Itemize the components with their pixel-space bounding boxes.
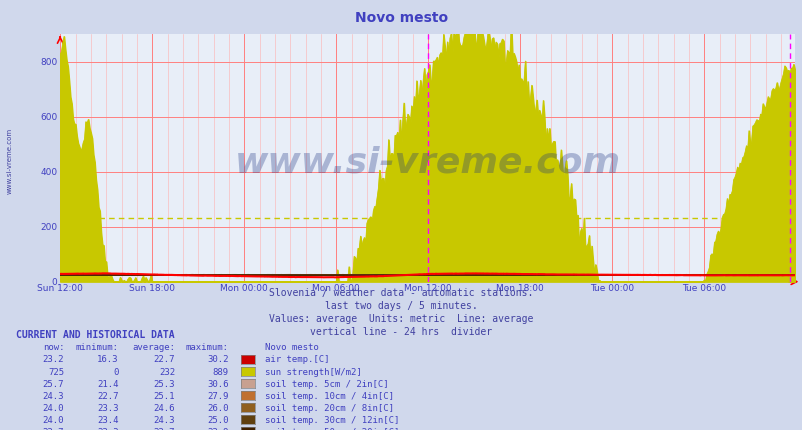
Text: 22.7: 22.7 <box>97 392 119 401</box>
Text: 24.3: 24.3 <box>153 416 175 425</box>
Text: www.si-vreme.com: www.si-vreme.com <box>6 128 13 194</box>
Text: 24.3: 24.3 <box>43 392 64 401</box>
Text: 16.3: 16.3 <box>97 356 119 365</box>
Text: 27.9: 27.9 <box>207 392 229 401</box>
Text: air temp.[C]: air temp.[C] <box>265 356 329 365</box>
Text: 24.6: 24.6 <box>153 404 175 413</box>
Text: sun strength[W/m2]: sun strength[W/m2] <box>265 368 361 377</box>
Text: 889: 889 <box>213 368 229 377</box>
Text: maximum:: maximum: <box>185 344 229 353</box>
Text: vertical line - 24 hrs  divider: vertical line - 24 hrs divider <box>310 327 492 337</box>
Text: 25.1: 25.1 <box>153 392 175 401</box>
Text: 23.9: 23.9 <box>207 428 229 430</box>
Text: 23.4: 23.4 <box>97 416 119 425</box>
Text: 23.3: 23.3 <box>97 428 119 430</box>
Text: 23.2: 23.2 <box>43 356 64 365</box>
Text: 0: 0 <box>113 368 119 377</box>
Text: 30.6: 30.6 <box>207 380 229 389</box>
Text: soil temp. 5cm / 2in[C]: soil temp. 5cm / 2in[C] <box>265 380 388 389</box>
Text: 232: 232 <box>159 368 175 377</box>
Text: CURRENT AND HISTORICAL DATA: CURRENT AND HISTORICAL DATA <box>16 329 175 340</box>
Text: soil temp. 30cm / 12in[C]: soil temp. 30cm / 12in[C] <box>265 416 399 425</box>
Text: 24.0: 24.0 <box>43 404 64 413</box>
Text: now:: now: <box>43 344 64 353</box>
Text: 23.3: 23.3 <box>97 404 119 413</box>
Text: soil temp. 50cm / 20in[C]: soil temp. 50cm / 20in[C] <box>265 428 399 430</box>
Text: 26.0: 26.0 <box>207 404 229 413</box>
Text: 30.2: 30.2 <box>207 356 229 365</box>
Text: Novo mesto: Novo mesto <box>354 11 448 25</box>
Text: 21.4: 21.4 <box>97 380 119 389</box>
Text: Slovenia / weather data - automatic stations.: Slovenia / weather data - automatic stat… <box>269 288 533 298</box>
Text: www.si-vreme.com: www.si-vreme.com <box>234 146 620 180</box>
Text: soil temp. 20cm / 8in[C]: soil temp. 20cm / 8in[C] <box>265 404 394 413</box>
Text: soil temp. 10cm / 4in[C]: soil temp. 10cm / 4in[C] <box>265 392 394 401</box>
Text: 23.7: 23.7 <box>153 428 175 430</box>
Text: 25.0: 25.0 <box>207 416 229 425</box>
Text: 22.7: 22.7 <box>153 356 175 365</box>
Text: 25.3: 25.3 <box>153 380 175 389</box>
Text: last two days / 5 minutes.: last two days / 5 minutes. <box>325 301 477 311</box>
Text: minimum:: minimum: <box>75 344 119 353</box>
Text: Novo mesto: Novo mesto <box>265 344 318 353</box>
Text: 23.7: 23.7 <box>43 428 64 430</box>
Text: 25.7: 25.7 <box>43 380 64 389</box>
Text: Values: average  Units: metric  Line: average: Values: average Units: metric Line: aver… <box>269 314 533 324</box>
Text: 725: 725 <box>48 368 64 377</box>
Text: average:: average: <box>132 344 175 353</box>
Text: 24.0: 24.0 <box>43 416 64 425</box>
